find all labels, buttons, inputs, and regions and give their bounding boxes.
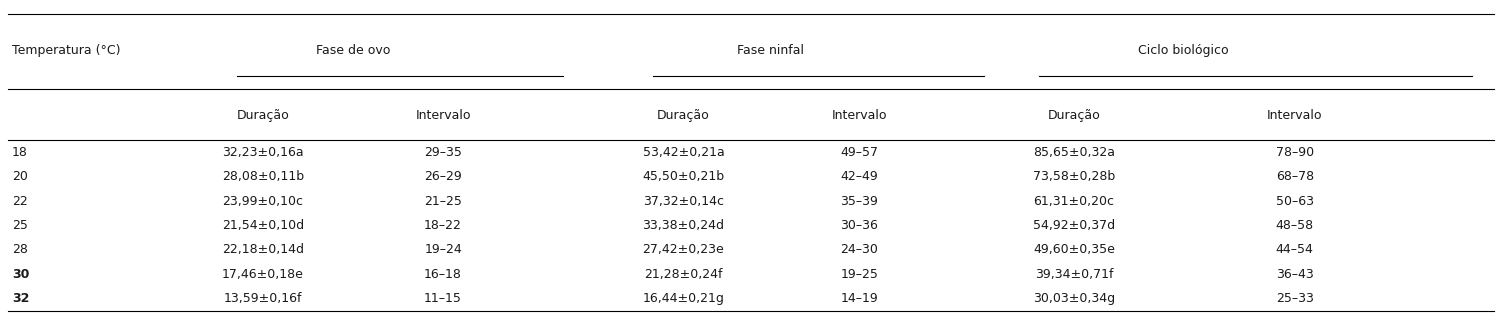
Text: 11–15: 11–15 — [424, 292, 463, 305]
Text: 22,18±0,14d: 22,18±0,14d — [222, 243, 303, 256]
Text: Fase de ovo: Fase de ovo — [315, 45, 391, 57]
Text: 22: 22 — [12, 195, 27, 208]
Text: Intervalo: Intervalo — [832, 109, 886, 121]
Text: Intervalo: Intervalo — [416, 109, 470, 121]
Text: 30–36: 30–36 — [840, 219, 879, 232]
Text: Ciclo biológico: Ciclo biológico — [1139, 45, 1229, 57]
Text: Duração: Duração — [1047, 109, 1101, 121]
Text: Temperatura (°C): Temperatura (°C) — [12, 45, 120, 57]
Text: Intervalo: Intervalo — [1268, 109, 1322, 121]
Text: 18: 18 — [12, 146, 29, 159]
Text: 16–18: 16–18 — [424, 268, 463, 281]
Text: 20: 20 — [12, 170, 29, 183]
Text: 21–25: 21–25 — [424, 195, 463, 208]
Text: 32,23±0,16a: 32,23±0,16a — [222, 146, 303, 159]
Text: 54,92±0,37d: 54,92±0,37d — [1033, 219, 1114, 232]
Text: 16,44±0,21g: 16,44±0,21g — [643, 292, 724, 305]
Text: 48–58: 48–58 — [1275, 219, 1314, 232]
Text: Duração: Duração — [236, 109, 290, 121]
Text: 25: 25 — [12, 219, 29, 232]
Text: 14–19: 14–19 — [840, 292, 879, 305]
Text: 19–24: 19–24 — [424, 243, 463, 256]
Text: 68–78: 68–78 — [1275, 170, 1314, 183]
Text: 23,99±0,10c: 23,99±0,10c — [222, 195, 303, 208]
Text: 45,50±0,21b: 45,50±0,21b — [643, 170, 724, 183]
Text: 49,60±0,35e: 49,60±0,35e — [1033, 243, 1114, 256]
Text: 49–57: 49–57 — [840, 146, 879, 159]
Text: 61,31±0,20c: 61,31±0,20c — [1033, 195, 1114, 208]
Text: 28,08±0,11b: 28,08±0,11b — [222, 170, 303, 183]
Text: 27,42±0,23e: 27,42±0,23e — [643, 243, 724, 256]
Text: Fase ninfal: Fase ninfal — [737, 45, 804, 57]
Text: 28: 28 — [12, 243, 29, 256]
Text: 29–35: 29–35 — [424, 146, 463, 159]
Text: 19–25: 19–25 — [840, 268, 879, 281]
Text: 21,28±0,24f: 21,28±0,24f — [644, 268, 722, 281]
Text: 39,34±0,71f: 39,34±0,71f — [1035, 268, 1113, 281]
Text: 26–29: 26–29 — [424, 170, 463, 183]
Text: 73,58±0,28b: 73,58±0,28b — [1033, 170, 1114, 183]
Text: 32: 32 — [12, 292, 30, 305]
Text: 50–63: 50–63 — [1275, 195, 1314, 208]
Text: 17,46±0,18e: 17,46±0,18e — [222, 268, 303, 281]
Text: 53,42±0,21a: 53,42±0,21a — [643, 146, 724, 159]
Text: 24–30: 24–30 — [840, 243, 879, 256]
Text: 33,38±0,24d: 33,38±0,24d — [643, 219, 724, 232]
Text: Duração: Duração — [656, 109, 710, 121]
Text: 30,03±0,34g: 30,03±0,34g — [1033, 292, 1114, 305]
Text: 18–22: 18–22 — [424, 219, 463, 232]
Text: 37,32±0,14c: 37,32±0,14c — [643, 195, 724, 208]
Text: 30: 30 — [12, 268, 30, 281]
Text: 78–90: 78–90 — [1275, 146, 1314, 159]
Text: 21,54±0,10d: 21,54±0,10d — [222, 219, 303, 232]
Text: 35–39: 35–39 — [840, 195, 879, 208]
Text: 13,59±0,16f: 13,59±0,16f — [224, 292, 302, 305]
Text: 36–43: 36–43 — [1275, 268, 1314, 281]
Text: 42–49: 42–49 — [840, 170, 879, 183]
Text: 85,65±0,32a: 85,65±0,32a — [1033, 146, 1114, 159]
Text: 44–54: 44–54 — [1275, 243, 1314, 256]
Text: 25–33: 25–33 — [1275, 292, 1314, 305]
